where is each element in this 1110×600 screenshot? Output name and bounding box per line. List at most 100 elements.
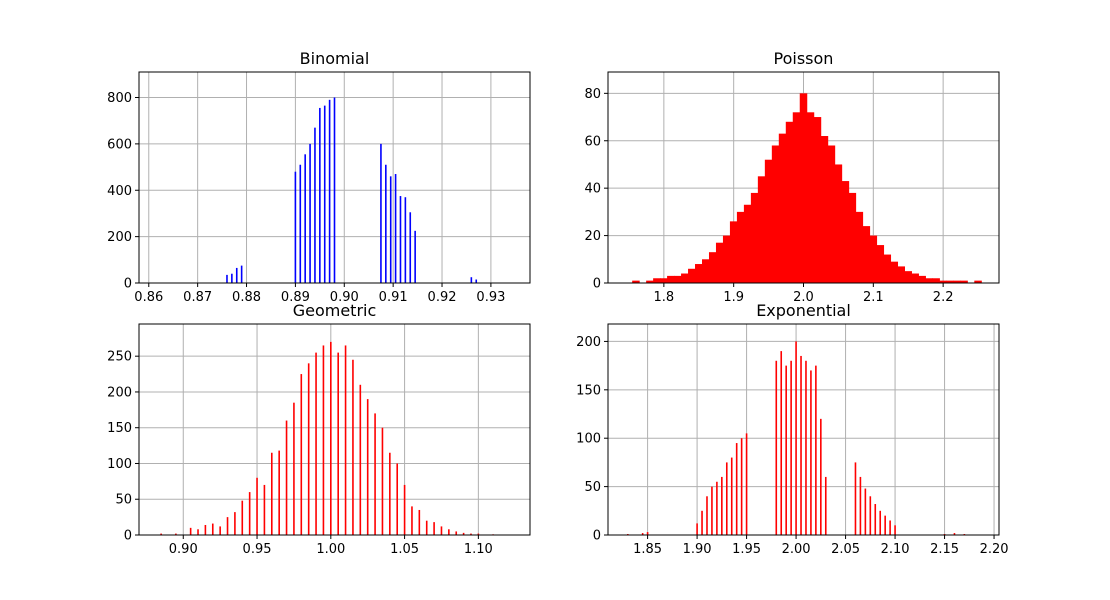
histogram-bar <box>688 268 696 283</box>
histogram-bar <box>834 164 843 283</box>
y-tick-label: 100 <box>107 457 132 472</box>
histogram-bar <box>309 143 311 283</box>
histogram-bar <box>750 192 759 283</box>
histogram-bar <box>226 274 228 283</box>
histogram-bar <box>800 355 802 535</box>
histogram-bar <box>660 278 668 283</box>
histogram-bar <box>792 112 801 283</box>
histogram-bar <box>974 280 982 283</box>
histogram-bar <box>414 230 416 283</box>
histogram-bar <box>314 127 316 284</box>
panel-title: Exponential <box>756 301 851 320</box>
histogram-bar <box>743 204 752 283</box>
histogram-bar <box>778 133 787 283</box>
histogram-bar <box>418 509 421 535</box>
histogram-bar <box>764 159 773 283</box>
histogram-bar <box>234 512 236 535</box>
histogram-bar <box>890 261 899 283</box>
histogram-bar <box>946 280 954 283</box>
histogram-bar <box>876 245 885 283</box>
histogram-bar <box>256 477 258 535</box>
histogram-bar <box>248 492 251 535</box>
histogram-bar <box>785 121 794 283</box>
x-tick-label: 0.95 <box>243 542 272 557</box>
histogram-bar <box>757 176 766 283</box>
histogram-bar <box>304 154 306 283</box>
histogram-bar <box>381 427 384 535</box>
histogram-bar <box>785 365 787 535</box>
histogram-bar <box>231 273 233 283</box>
histogram-bar <box>824 476 827 535</box>
x-tick-label: 1.95 <box>732 542 761 557</box>
histogram-bar <box>925 278 933 283</box>
histogram-bar <box>855 211 864 283</box>
x-tick-label: 2.05 <box>831 542 860 557</box>
histogram-bar <box>278 450 280 535</box>
histogram-bar <box>918 275 926 283</box>
x-tick-label: 0.86 <box>134 290 163 305</box>
y-tick-label: 0 <box>593 277 601 292</box>
histogram-bar <box>932 278 940 283</box>
histogram-bar <box>674 275 682 283</box>
histogram-bar <box>805 360 807 535</box>
histogram-bar <box>841 181 850 283</box>
histogram-bar <box>632 280 640 283</box>
y-tick-label: 200 <box>107 230 132 245</box>
histogram-bar <box>695 264 703 283</box>
histogram-bar <box>285 420 288 535</box>
histogram-bar <box>323 105 326 283</box>
y-tick-label: 150 <box>107 421 132 436</box>
x-tick-label: 0.90 <box>169 542 198 557</box>
x-tick-label: 1.90 <box>683 542 712 557</box>
histogram-bar <box>475 279 478 283</box>
histogram-bar <box>904 271 912 283</box>
y-tick-label: 200 <box>576 335 601 350</box>
y-tick-label: 0 <box>124 277 132 292</box>
y-tick-label: 20 <box>584 229 601 244</box>
histogram-bar <box>352 359 354 535</box>
histogram-bar <box>815 365 817 535</box>
x-tick-label: 0.89 <box>281 290 310 305</box>
y-tick-label: 0 <box>124 529 132 544</box>
histogram-bar <box>953 280 961 283</box>
histogram-bar <box>810 370 812 535</box>
histogram-bar <box>226 517 229 535</box>
histogram-bar <box>389 452 391 535</box>
x-tick-label: 0.88 <box>232 290 261 305</box>
histogram-bar <box>197 529 199 535</box>
histogram-bar <box>708 252 717 283</box>
histogram-bar <box>319 107 321 283</box>
histogram-bar <box>425 520 428 535</box>
histogram-bar <box>396 463 399 535</box>
panel-exponential: 1.85 1.90 1.95 2.00 2.05 2.10 2.15 2.20 0 50 100 15… <box>576 301 1008 557</box>
y-tick-label: 200 <box>107 385 132 400</box>
histogram-bar <box>771 145 780 283</box>
axes-frame <box>138 71 531 284</box>
histogram-bar <box>706 496 708 535</box>
y-tick-label: 50 <box>115 493 132 508</box>
histogram-bar <box>722 235 731 283</box>
histogram-bar <box>455 531 458 535</box>
histogram-bar <box>862 226 871 283</box>
histogram-bar <box>827 145 836 283</box>
x-tick-label: 0.92 <box>428 290 457 305</box>
histogram-bar <box>721 476 723 535</box>
x-tick-label: 2.2 <box>933 290 954 305</box>
histogram-bar <box>204 524 207 535</box>
histogram-bar <box>848 192 857 283</box>
histogram-bar <box>219 526 221 535</box>
histogram-bar <box>333 97 336 283</box>
histogram-bar <box>874 504 877 535</box>
panel-title: Poisson <box>774 49 834 68</box>
x-tick-label: 2.00 <box>782 542 811 557</box>
histogram-bar <box>175 533 177 535</box>
histogram-bar <box>300 374 303 535</box>
x-tick-label: 1.8 <box>654 290 675 305</box>
histogram-bar <box>440 526 443 535</box>
histogram-bar <box>448 529 450 535</box>
histogram-bar <box>211 523 214 535</box>
x-tick-label: 1.85 <box>633 542 662 557</box>
panel-binomial: 0.86 0.87 0.88 0.89 0.90 0.91 0.92 0.93 0 200 400 6… <box>107 49 531 305</box>
